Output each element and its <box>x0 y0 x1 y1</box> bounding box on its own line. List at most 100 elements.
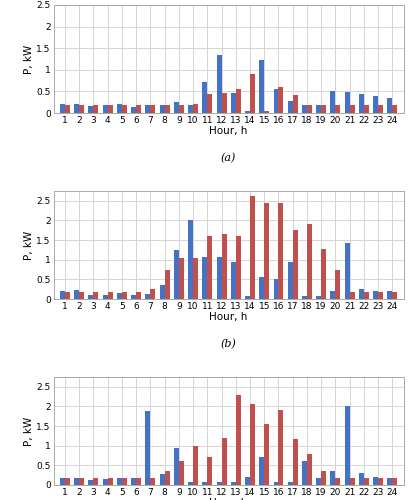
Bar <box>316 106 321 113</box>
Bar <box>335 478 340 485</box>
Bar <box>259 60 264 113</box>
Bar <box>302 106 307 113</box>
Bar <box>207 236 212 299</box>
Bar <box>131 295 136 299</box>
Bar <box>136 292 141 299</box>
Bar <box>108 478 112 485</box>
Bar <box>359 94 364 113</box>
Bar <box>236 394 241 485</box>
Bar <box>188 220 193 299</box>
Bar <box>108 106 112 113</box>
Bar <box>188 482 193 485</box>
Bar <box>373 291 378 299</box>
Bar <box>378 106 383 113</box>
Bar <box>159 106 165 113</box>
Bar <box>392 292 397 299</box>
Bar <box>387 291 392 299</box>
Y-axis label: P, kW: P, kW <box>23 230 34 260</box>
Bar <box>159 474 165 485</box>
Bar <box>217 256 222 299</box>
Bar <box>65 106 70 113</box>
Bar <box>259 458 264 485</box>
Bar <box>264 111 269 113</box>
Bar <box>217 54 222 113</box>
Bar <box>335 270 340 299</box>
Bar <box>350 292 355 299</box>
Bar <box>145 106 150 113</box>
Bar <box>89 295 94 299</box>
Bar <box>174 102 179 113</box>
Bar <box>293 95 298 113</box>
Bar <box>122 106 127 113</box>
X-axis label: Hour, h: Hour, h <box>209 498 248 500</box>
Bar <box>94 106 98 113</box>
Bar <box>302 460 307 485</box>
Bar <box>89 480 94 485</box>
Bar <box>165 106 170 113</box>
Bar <box>236 90 241 113</box>
Bar <box>150 478 155 485</box>
Bar <box>279 202 283 299</box>
Bar <box>217 482 222 485</box>
Bar <box>373 477 378 485</box>
Bar <box>274 278 279 299</box>
Bar <box>316 296 321 299</box>
Bar <box>222 234 227 299</box>
Bar <box>231 482 236 485</box>
Bar <box>79 478 84 485</box>
Bar <box>94 478 98 485</box>
Bar <box>373 96 378 113</box>
Bar <box>307 224 312 299</box>
Bar <box>108 292 112 299</box>
Bar <box>264 424 269 485</box>
Bar <box>193 104 198 113</box>
Bar <box>103 106 108 113</box>
Bar <box>150 106 155 113</box>
Bar <box>145 411 150 485</box>
Bar <box>145 294 150 299</box>
Bar <box>94 292 98 299</box>
Bar <box>245 296 250 299</box>
Bar <box>231 262 236 299</box>
Bar <box>293 230 298 299</box>
Bar <box>321 471 326 485</box>
Bar <box>222 93 227 113</box>
Bar <box>231 93 236 113</box>
Bar <box>65 292 70 299</box>
Bar <box>236 236 241 299</box>
Bar <box>74 104 79 113</box>
Bar <box>74 478 79 485</box>
Bar <box>117 478 122 485</box>
Bar <box>60 104 65 113</box>
Bar <box>378 292 383 299</box>
Bar <box>364 478 369 485</box>
Bar <box>79 106 84 113</box>
Bar <box>60 291 65 299</box>
Bar <box>359 289 364 299</box>
Bar <box>174 250 179 299</box>
Bar <box>245 111 250 113</box>
Bar <box>288 102 293 113</box>
Bar <box>174 448 179 485</box>
Bar <box>89 106 94 113</box>
Bar <box>293 438 298 485</box>
Bar <box>330 291 335 299</box>
Bar <box>387 478 392 485</box>
X-axis label: Hour, h: Hour, h <box>209 126 248 136</box>
Bar <box>392 106 397 113</box>
Bar <box>159 286 165 299</box>
Bar <box>274 90 279 113</box>
Bar <box>307 106 312 113</box>
Text: (a): (a) <box>221 154 236 164</box>
Bar <box>207 456 212 485</box>
Bar <box>330 90 335 113</box>
Bar <box>179 106 184 113</box>
Bar <box>207 94 212 113</box>
Bar <box>345 406 350 485</box>
Bar <box>122 292 127 299</box>
Bar <box>288 262 293 299</box>
X-axis label: Hour, h: Hour, h <box>209 312 248 322</box>
Bar <box>136 478 141 485</box>
Bar <box>131 106 136 113</box>
Bar <box>122 478 127 485</box>
